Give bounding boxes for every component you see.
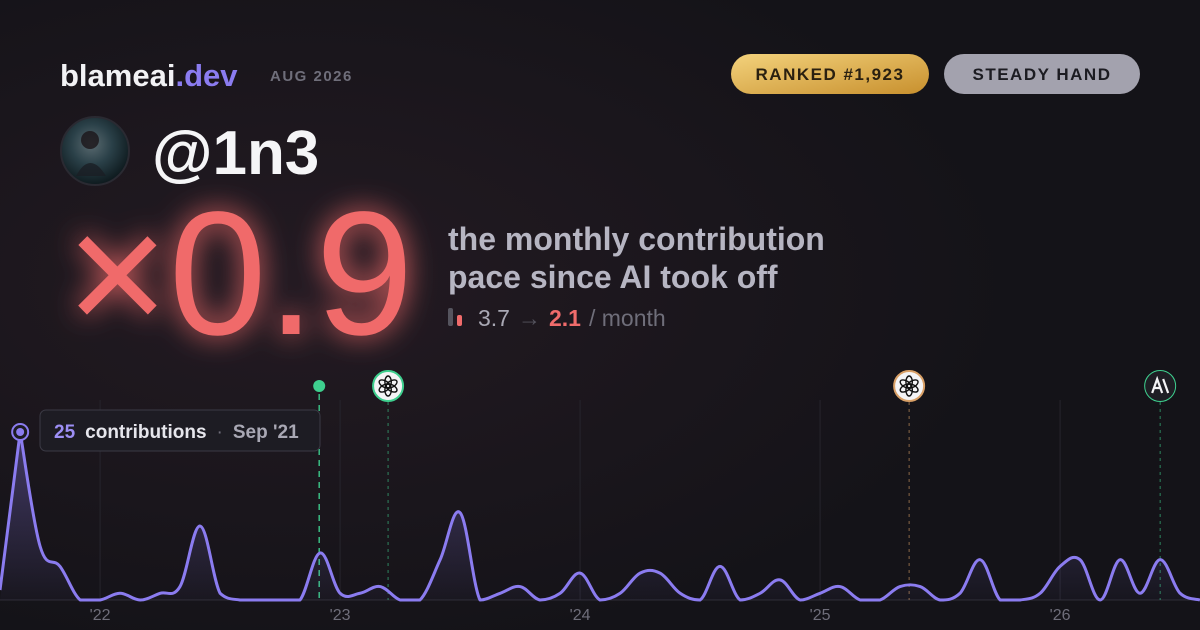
event-glyph <box>378 375 398 397</box>
glyph-petal <box>899 379 912 389</box>
score-description: pace since AI took off <box>448 259 778 295</box>
pace-icon <box>457 315 462 326</box>
x-tick-label: '26 <box>1050 607 1071 624</box>
tooltip: 25 contributions · Sep '21 <box>39 409 321 452</box>
score-description: the monthly contribution <box>448 221 825 257</box>
pace-after: 2.1 <box>549 305 581 331</box>
badge-rank <box>731 54 929 94</box>
event-glyph <box>1145 371 1176 401</box>
area-fill <box>0 432 1200 600</box>
avatar <box>60 116 130 186</box>
tooltip-separator: · <box>217 422 223 443</box>
glyph-petal <box>378 379 391 389</box>
tooltip-date: Sep '21 <box>233 422 299 443</box>
brand: blameai.dev <box>60 58 238 93</box>
tooltip-value: 25 <box>54 422 76 443</box>
glyph-a <box>1151 375 1170 394</box>
handle: @1n3 <box>152 119 319 188</box>
x-tick-label: '25 <box>810 607 831 624</box>
badge-style-text: STEADY HAND <box>973 65 1112 84</box>
badge-style <box>944 54 1140 94</box>
badge-rank-text: RANKED #1,923 <box>756 65 905 84</box>
event-glyph <box>899 375 919 397</box>
x-tick-label: '23 <box>330 607 351 624</box>
avatar-detail <box>81 131 99 149</box>
x-tick-label: '22 <box>90 607 111 624</box>
score-multiplier: ×0.9 <box>66 176 413 372</box>
line-series <box>0 430 1200 602</box>
event-dot <box>313 380 326 392</box>
pace-before: 3.7 <box>478 305 510 331</box>
tooltip-text: 25 contributions · Sep '21 <box>54 422 299 443</box>
highlight-dot <box>16 428 25 436</box>
pace: 3.7 → 2.1 / month <box>478 305 666 331</box>
x-tick-label: '24 <box>570 607 591 624</box>
pace-arrow: → <box>518 305 541 331</box>
date: AUG 2026 <box>270 68 353 85</box>
event-icon <box>372 370 405 402</box>
pace-unit: / month <box>589 305 666 331</box>
brand-suffix: .dev <box>175 58 238 93</box>
tooltip-label: contributions <box>85 422 206 443</box>
pace-icon <box>448 308 453 326</box>
tooltip-box <box>39 409 321 452</box>
brand-name: blameai <box>60 58 175 93</box>
event-icon <box>893 370 926 402</box>
avatar-detail <box>76 163 106 176</box>
